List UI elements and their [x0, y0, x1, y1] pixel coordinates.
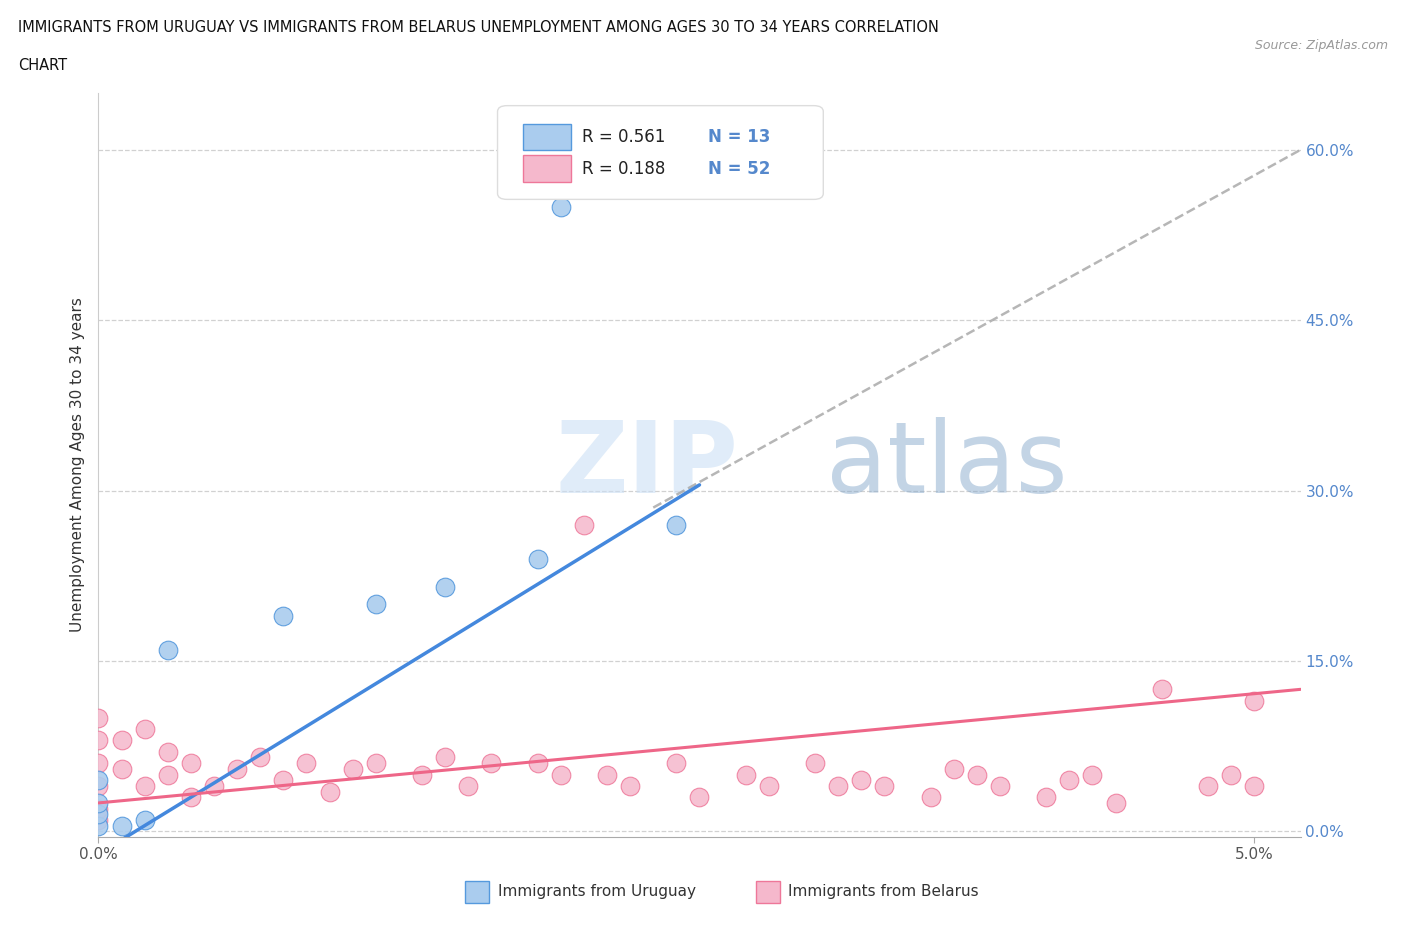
Point [87, 778, 110, 793]
Point [1243, 778, 1265, 793]
Bar [523, 124, 571, 151]
Point [134, 722, 156, 737]
Point [364, 756, 387, 771]
Point [873, 778, 896, 793]
Point [1150, 682, 1173, 697]
Point [434, 751, 457, 765]
Point [665, 756, 688, 771]
Point [481, 756, 503, 771]
FancyBboxPatch shape [498, 106, 824, 199]
Point [87, 818, 110, 833]
Point [273, 608, 295, 623]
Point [988, 778, 1011, 793]
Text: CHART: CHART [18, 58, 67, 73]
Text: atlas: atlas [825, 417, 1067, 513]
Point [87, 801, 110, 816]
Point [87, 733, 110, 748]
Point [110, 818, 132, 833]
Point [550, 199, 572, 214]
Point [87, 795, 110, 810]
Point [1059, 773, 1081, 788]
Point [1197, 778, 1219, 793]
Bar [465, 881, 489, 903]
Text: IMMIGRANTS FROM URUGUAY VS IMMIGRANTS FROM BELARUS UNEMPLOYMENT AMONG AGES 30 TO: IMMIGRANTS FROM URUGUAY VS IMMIGRANTS FR… [18, 20, 939, 35]
Point [156, 642, 179, 657]
Point [87, 773, 110, 788]
Point [156, 744, 179, 759]
Point [596, 767, 619, 782]
Point [202, 778, 225, 793]
Point [572, 517, 595, 532]
Text: Source: ZipAtlas.com: Source: ZipAtlas.com [1254, 39, 1388, 52]
Point [434, 579, 457, 594]
Text: R = 0.561: R = 0.561 [582, 128, 665, 146]
Point [411, 767, 433, 782]
Point [295, 756, 318, 771]
Point [619, 778, 641, 793]
Point [318, 784, 340, 799]
Point [156, 767, 179, 782]
Point [273, 773, 295, 788]
Point [827, 778, 849, 793]
Point [920, 790, 942, 804]
Point [249, 751, 271, 765]
Point [526, 756, 548, 771]
Point [734, 767, 756, 782]
Point [364, 597, 387, 612]
Point [87, 756, 110, 771]
Point [1220, 767, 1243, 782]
Point [134, 813, 156, 828]
Point [180, 790, 202, 804]
Point [1035, 790, 1057, 804]
Text: R = 0.188: R = 0.188 [582, 160, 665, 178]
Y-axis label: Unemployment Among Ages 30 to 34 years: Unemployment Among Ages 30 to 34 years [70, 298, 86, 632]
Point [87, 711, 110, 725]
Point [689, 790, 711, 804]
Point [550, 767, 572, 782]
Point [851, 773, 873, 788]
Point [226, 762, 249, 777]
Point [180, 756, 202, 771]
Text: Immigrants from Belarus: Immigrants from Belarus [789, 884, 979, 898]
Text: N = 13: N = 13 [707, 128, 770, 146]
Point [1081, 767, 1104, 782]
Point [758, 778, 780, 793]
Text: Immigrants from Uruguay: Immigrants from Uruguay [498, 884, 696, 898]
Text: N = 52: N = 52 [707, 160, 770, 178]
Point [966, 767, 988, 782]
Point [1243, 693, 1265, 708]
Bar [756, 881, 780, 903]
Point [342, 762, 364, 777]
Point [526, 551, 548, 566]
Point [804, 756, 827, 771]
Point [457, 778, 479, 793]
Point [110, 733, 132, 748]
Point [942, 762, 965, 777]
Bar [523, 155, 571, 182]
Text: ZIP: ZIP [555, 417, 738, 513]
Point [134, 778, 156, 793]
Point [87, 807, 110, 822]
Point [87, 813, 110, 828]
Point [1104, 795, 1126, 810]
Point [665, 517, 688, 532]
Point [110, 762, 132, 777]
